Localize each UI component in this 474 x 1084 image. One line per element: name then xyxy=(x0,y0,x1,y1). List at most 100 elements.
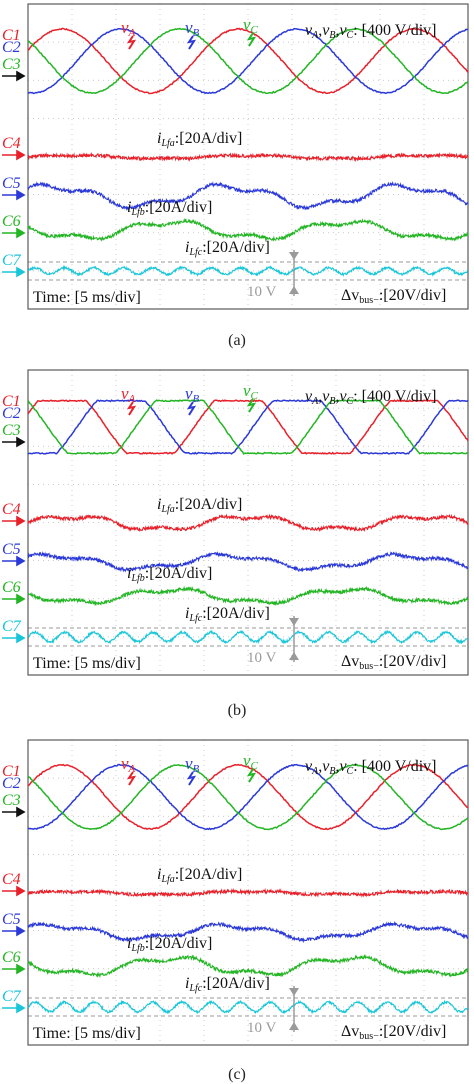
dvbus-waveform xyxy=(27,629,469,645)
channel-label-c3: C3 xyxy=(2,56,21,73)
vA-waveform xyxy=(27,763,469,831)
iLfa-waveform xyxy=(27,887,469,898)
vC-waveform xyxy=(27,399,469,455)
dvbus-waveform xyxy=(27,999,469,1015)
vA-lightning-icon xyxy=(126,35,137,50)
iLfa-label: iLfa:[20A/div] xyxy=(157,130,242,149)
arrow-right-icon xyxy=(2,925,26,937)
vC-lightning-icon xyxy=(246,768,257,783)
vC-label: vC xyxy=(243,15,259,36)
waveforms xyxy=(27,763,469,1015)
arrow-right-icon xyxy=(2,149,26,161)
iLfb-label: iLfb:[20A/div] xyxy=(127,199,212,218)
bus-scale-label: Δvbus−:[20V/div] xyxy=(341,1023,446,1042)
channel-label-c3: C3 xyxy=(2,422,21,439)
arrow-down-icon xyxy=(289,618,299,626)
channel-label-c6: C6 xyxy=(2,579,21,596)
iLfb-label: iLfb:[20A/div] xyxy=(127,565,212,584)
arrow-down-icon xyxy=(289,988,299,996)
channel-label-c7: C7 xyxy=(2,618,22,635)
iLfb-waveform xyxy=(27,180,469,211)
iLfa-label: iLfa:[20A/div] xyxy=(157,866,242,885)
arrow-right-icon xyxy=(2,266,26,278)
iLfb-waveform xyxy=(27,920,469,944)
caption-a: (a) xyxy=(228,332,246,349)
iLfc-label: iLfc:[20A/div] xyxy=(185,605,270,624)
iLfa-waveform xyxy=(27,151,469,163)
panel-c: C1 C2 C3 C4 C5 C6 C7 vA vB vC vA,vB,vC: [400 V… xyxy=(0,736,474,1084)
arrow-right-icon xyxy=(2,70,26,82)
iLfb-waveform xyxy=(27,550,469,573)
vB-label: vB xyxy=(185,754,200,775)
vB-lightning-icon xyxy=(186,401,197,416)
caption-c: (c) xyxy=(228,1066,246,1083)
waveforms xyxy=(27,399,469,645)
vC-waveform xyxy=(27,763,469,831)
voltage-scale-label: vA,vB,vC: [400 V/div] xyxy=(305,758,436,777)
ten-volt-label: 10 V xyxy=(247,650,276,666)
vB-lightning-icon xyxy=(186,771,197,786)
time-label: Time: [5 ms/div] xyxy=(33,1025,141,1042)
bus-scale-label: Δvbus−:[20V/div] xyxy=(341,653,446,672)
channel-label-c2: C2 xyxy=(2,405,21,422)
arrow-down-icon xyxy=(289,252,299,260)
channel-label-c1: C1 xyxy=(2,27,21,44)
iLfa-label: iLfa:[20A/div] xyxy=(157,496,242,515)
panel-b: C1 C2 C3 C4 C5 C6 C7 vA vB vC vA,vB,vC: [400 V… xyxy=(0,366,474,728)
panel-a: C1 C2 C3 C4 C5 C6 C7 vA vB vC vA,vB,vC: [400 V… xyxy=(0,0,474,362)
iLfc-label: iLfc:[20A/div] xyxy=(185,239,270,258)
vB-label: vB xyxy=(185,384,200,405)
channel-label-c4: C4 xyxy=(2,871,21,888)
ten-volt-label: 10 V xyxy=(247,284,276,300)
channel-label-c4: C4 xyxy=(2,135,21,152)
vC-lightning-icon xyxy=(246,32,257,47)
vB-waveform xyxy=(27,27,469,95)
vA-lightning-icon xyxy=(126,771,137,786)
arrow-right-icon xyxy=(2,1002,26,1014)
iLfc-waveform xyxy=(27,217,469,242)
arrow-right-icon xyxy=(2,555,26,567)
waveforms xyxy=(27,27,469,278)
arrow-right-icon xyxy=(2,515,26,527)
voltage-labels: vA vB vC xyxy=(121,15,259,50)
voltage-scale-label: vA,vB,vC: [400 V/div] xyxy=(305,22,436,41)
channel-label-c2: C2 xyxy=(2,39,21,56)
channel-label-c4: C4 xyxy=(2,501,21,518)
caption-b: (b) xyxy=(227,702,247,719)
channel-label-c6: C6 xyxy=(2,949,21,966)
vA-label: vA xyxy=(121,18,136,39)
channel-label-c1: C1 xyxy=(2,763,21,780)
vB-waveform xyxy=(27,399,469,455)
vA-waveform xyxy=(27,27,469,95)
iLfa-waveform xyxy=(27,513,469,533)
bus-marker-annotation: 10 V xyxy=(247,250,299,300)
vC-waveform xyxy=(27,27,469,95)
dvbus-waveform xyxy=(27,264,469,278)
channel-label-c5: C5 xyxy=(2,911,21,928)
iLfc-waveform xyxy=(27,954,469,979)
vB-label: vB xyxy=(185,18,200,39)
channel-label-c3: C3 xyxy=(2,792,21,809)
channel-label-c6: C6 xyxy=(2,213,21,230)
channel-label-c7: C7 xyxy=(2,988,22,1005)
arrow-right-icon xyxy=(2,436,26,448)
vC-label: vC xyxy=(243,381,259,402)
iLfc-waveform xyxy=(27,585,469,607)
vC-label: vC xyxy=(243,751,259,772)
arrow-up-icon xyxy=(289,652,299,660)
arrow-up-icon xyxy=(289,1022,299,1030)
channel-label-c5: C5 xyxy=(2,175,21,192)
vA-label: vA xyxy=(121,754,136,775)
grid xyxy=(28,370,468,675)
arrow-right-icon xyxy=(2,885,26,897)
arrow-right-icon xyxy=(2,189,26,201)
vA-waveform xyxy=(27,399,469,455)
voltage-labels: vA vB vC xyxy=(121,381,259,416)
arrow-right-icon xyxy=(2,593,26,605)
vA-lightning-icon xyxy=(126,401,137,416)
